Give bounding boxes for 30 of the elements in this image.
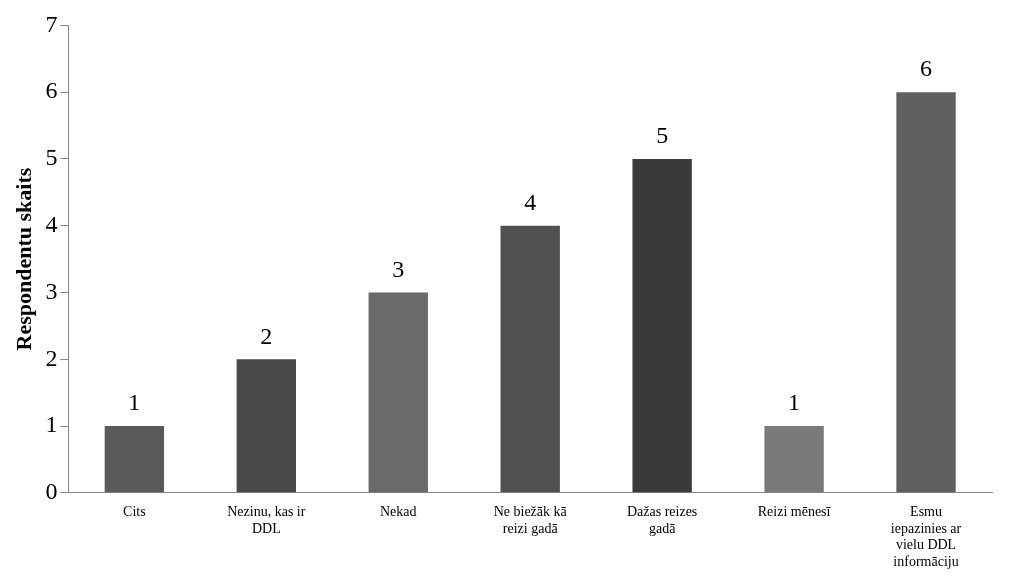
bar [104, 426, 165, 493]
x-tick-label: Esmu iepazinies ar vielu DDL informāciju [890, 503, 962, 570]
y-axis-title: Respondentu skaits [10, 167, 36, 351]
data-label: 1 [128, 389, 141, 416]
data-label: 6 [920, 55, 933, 82]
x-tick-label: Ne biežāk kā reizi gadā [493, 503, 568, 536]
y-tick-label: 0 [45, 478, 58, 505]
data-label: 4 [524, 189, 537, 216]
y-tick-label: 1 [45, 411, 58, 438]
data-label: 3 [392, 255, 405, 282]
y-tick-label: 6 [45, 77, 58, 104]
x-tick-label: Cits [123, 503, 146, 519]
bar [500, 225, 560, 493]
bar [896, 92, 956, 493]
bar [236, 359, 296, 493]
data-label: 2 [260, 322, 273, 349]
bar [368, 292, 428, 493]
y-tick-label: 4 [45, 211, 58, 238]
data-label: 5 [656, 122, 669, 149]
bar [764, 426, 824, 493]
x-tick-label: Reizi mēnesī [757, 503, 832, 519]
x-tick-label: Nezinu, kas ir DDL [227, 503, 306, 536]
x-tick-label: Dažas reizes gadā [626, 503, 698, 536]
data-label: 1 [788, 389, 801, 416]
y-tick-label: 7 [45, 10, 58, 37]
x-tick-label: Nekad [379, 503, 417, 519]
y-tick-label: 3 [45, 277, 58, 304]
bar [632, 158, 692, 493]
y-tick-label: 5 [45, 144, 58, 171]
y-tick-label: 2 [45, 344, 58, 371]
